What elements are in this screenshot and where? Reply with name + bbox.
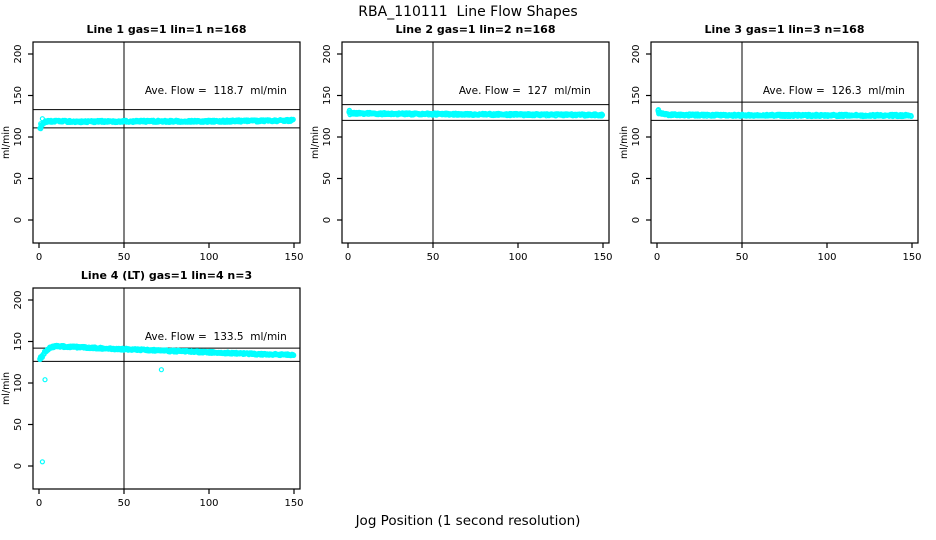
- ave-flow-annotation: Ave. Flow = 118.7 ml/min: [145, 85, 287, 97]
- x-tick-label: 50: [427, 252, 440, 263]
- ave-flow-annotation: Ave. Flow = 126.3 ml/min: [763, 85, 905, 97]
- plot-box: [650, 41, 919, 244]
- x-tick-label: 50: [736, 252, 749, 263]
- x-tick-label: 100: [199, 498, 218, 509]
- subplot-line-4: Line 4 (LT) gas=1 lin=4 n=3 0 50 100 150 0 50 1…: [1, 269, 304, 509]
- y-tick-label: 200: [322, 44, 333, 63]
- subplot-title: Line 2 gas=1 lin=2 n=168: [395, 23, 555, 36]
- y-tick-label: 0: [13, 463, 24, 469]
- data-point: [347, 111, 353, 118]
- data-point: [158, 367, 164, 373]
- x-tick-label: 150: [593, 252, 612, 263]
- y-tick-label: 100: [13, 373, 24, 392]
- y-tick-label: 100: [631, 127, 642, 146]
- data-point: [908, 113, 914, 120]
- ave-flow-annotation: Ave. Flow = 127 ml/min: [459, 85, 591, 97]
- plot-box: [32, 41, 301, 244]
- x-tick-label: 50: [118, 498, 131, 509]
- data-point: [39, 116, 46, 122]
- subplot-line-2: Line 2 gas=1 lin=2 n=168 0 50 100 150 0 50 100 1…: [310, 23, 613, 263]
- x-tick-label: 100: [508, 252, 527, 263]
- subplot-title: Line 1 gas=1 lin=1 n=168: [86, 23, 246, 36]
- x-tick-label: 0: [654, 252, 660, 263]
- subplot-line-3: Line 3 gas=1 lin=3 n=168 0 50 100 150 0 50 100 1…: [619, 23, 922, 263]
- data-point: [39, 459, 46, 465]
- data-point: [38, 123, 45, 129]
- y-tick-label: 200: [13, 290, 24, 309]
- y-tick-label: 200: [13, 44, 24, 63]
- data-point: [656, 111, 662, 117]
- data-point: [599, 112, 606, 118]
- ave-flow-annotation: Ave. Flow = 133.5 ml/min: [145, 331, 287, 343]
- plot-box: [341, 41, 610, 244]
- y-tick-label: 0: [631, 217, 642, 223]
- y-tick-label: 50: [13, 418, 24, 431]
- y-tick-label: 100: [322, 127, 333, 146]
- y-axis-label: ml/min: [619, 126, 630, 159]
- x-tick-label: 0: [36, 498, 42, 509]
- x-axis-caption: Jog Position (1 second resolution): [355, 513, 581, 529]
- data-point: [42, 377, 48, 383]
- data-point: [290, 352, 297, 358]
- y-axis-label: ml/min: [1, 126, 12, 159]
- subplot-line-1: Line 1 gas=1 lin=1 n=168 0 50 100 150 0 50 100 1…: [1, 23, 304, 263]
- x-tick-label: 150: [284, 252, 303, 263]
- subplot-title: Line 3 gas=1 lin=3 n=168: [704, 23, 864, 36]
- x-tick-label: 100: [817, 252, 836, 263]
- figure-title: RBA_110111 Line Flow Shapes: [358, 4, 578, 20]
- data-point: [38, 121, 44, 127]
- x-tick-label: 0: [345, 252, 351, 263]
- y-tick-label: 0: [13, 217, 24, 223]
- x-tick-label: 150: [902, 252, 921, 263]
- x-tick-label: 50: [118, 252, 131, 263]
- data-point: [38, 126, 44, 132]
- y-tick-label: 200: [631, 44, 642, 63]
- y-tick-label: 50: [631, 172, 642, 185]
- y-tick-label: 50: [322, 172, 333, 185]
- y-tick-label: 150: [322, 86, 333, 105]
- x-tick-label: 0: [36, 252, 42, 263]
- data-point: [290, 116, 296, 123]
- x-tick-label: 150: [284, 498, 303, 509]
- y-tick-label: 150: [13, 86, 24, 105]
- x-tick-label: 100: [199, 252, 218, 263]
- y-tick-label: 100: [13, 127, 24, 146]
- y-tick-label: 150: [13, 332, 24, 351]
- y-tick-label: 0: [322, 217, 333, 223]
- data-point: [39, 354, 46, 360]
- subplot-title: Line 4 (LT) gas=1 lin=4 n=3: [81, 269, 252, 282]
- plot-box: [32, 287, 301, 490]
- y-tick-label: 150: [631, 86, 642, 105]
- y-tick-label: 50: [13, 172, 24, 185]
- y-axis-label: ml/min: [1, 372, 12, 405]
- y-axis-label: ml/min: [310, 126, 321, 159]
